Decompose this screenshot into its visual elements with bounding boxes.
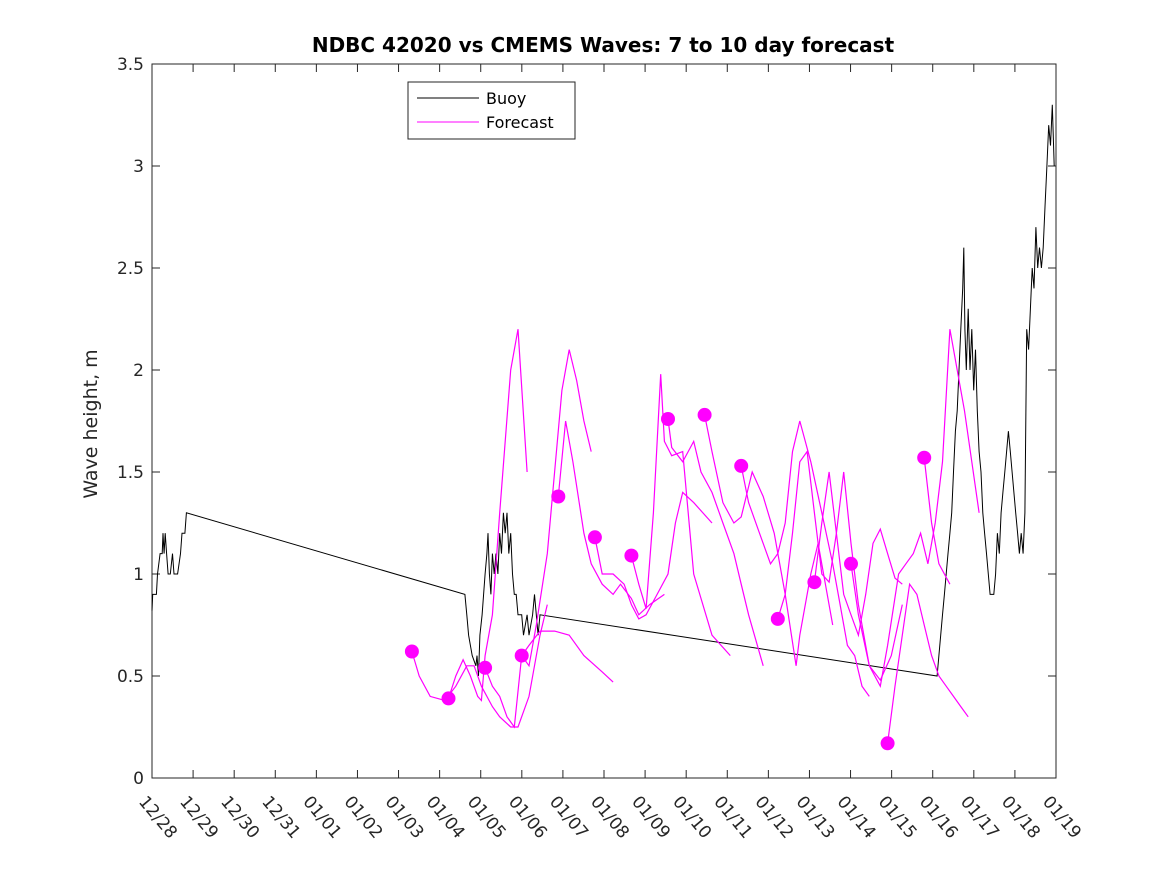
forecast-start-marker [514, 648, 529, 663]
forecast-segment-line [813, 471, 903, 638]
forecast-segment-line [411, 604, 548, 728]
y-tick-label: 2 [133, 361, 144, 381]
forecast-start-marker [404, 644, 419, 659]
forecast-start-marker [880, 736, 895, 751]
forecast-segment-line [557, 420, 665, 616]
forecast-start-marker [734, 458, 749, 473]
forecast-segment-line [887, 582, 969, 744]
y-tick-label: 0.5 [117, 667, 144, 687]
forecast-segment-line [667, 418, 764, 666]
y-tick-label: 2.5 [117, 259, 144, 279]
forecast-start-marker [697, 407, 712, 422]
forecast-segment-line [484, 630, 614, 729]
forecast-start-marker [624, 548, 639, 563]
axes-box [151, 63, 1057, 779]
y-tick-label: 1.5 [117, 463, 144, 483]
forecast-segment-line [521, 349, 592, 668]
legend-box [407, 81, 576, 140]
forecast-start-marker [587, 530, 602, 545]
forecast-segment-line [777, 449, 903, 682]
forecast-segment-line [447, 329, 528, 702]
y-tick-label: 3 [133, 157, 144, 177]
forecast-segment-line [704, 414, 834, 666]
forecast-segment-line [740, 420, 870, 697]
forecast-start-marker [441, 691, 456, 706]
y-tick-label: 1 [133, 565, 144, 585]
plot-area [151, 63, 1057, 779]
forecast-start-marker [807, 575, 822, 590]
forecast-segment-line [850, 329, 980, 688]
y-axis-label: Wave height, m [80, 349, 102, 498]
forecast-segment-line [630, 374, 731, 657]
chart-title: NDBC 42020 vs CMEMS Waves: 7 to 10 day f… [312, 33, 895, 57]
legend-forecast-label: Forecast [486, 113, 554, 132]
forecast-segment-line [923, 457, 951, 585]
forecast-start-marker [661, 412, 675, 426]
y-tick-label: 0 [133, 769, 144, 789]
forecast-start-marker [551, 489, 566, 504]
forecast-start-marker [844, 556, 858, 571]
forecast-segment-line [594, 491, 713, 620]
forecast-start-marker [478, 660, 493, 675]
legend-buoy-label: Buoy [486, 89, 526, 108]
y-tick-label: 3.5 [117, 55, 144, 75]
series-layer [151, 104, 1055, 751]
forecast-start-marker [917, 450, 932, 465]
legend: Buoy Forecast [407, 81, 576, 140]
buoy-series-line [151, 104, 1055, 677]
forecast-start-marker [770, 611, 785, 626]
